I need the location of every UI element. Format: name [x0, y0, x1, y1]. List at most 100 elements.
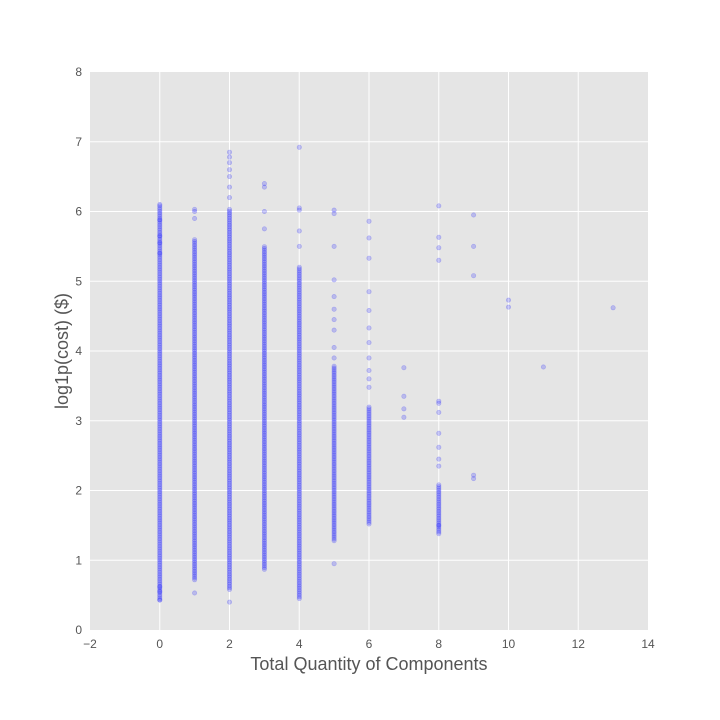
data-point	[157, 260, 163, 266]
data-point	[157, 320, 163, 326]
data-point	[261, 566, 267, 572]
data-point	[261, 320, 267, 326]
data-point	[296, 273, 302, 279]
data-point	[331, 447, 337, 453]
data-point	[227, 280, 233, 286]
data-point	[192, 252, 198, 258]
data-point	[227, 382, 233, 388]
data-point	[261, 467, 267, 473]
data-point	[192, 341, 198, 347]
data-point	[296, 428, 302, 434]
data-point	[261, 334, 267, 340]
data-point	[157, 307, 163, 313]
data-point	[296, 412, 302, 418]
data-point	[366, 408, 372, 414]
data-point	[296, 587, 302, 593]
data-point	[157, 384, 163, 390]
data-point	[331, 414, 337, 420]
data-point	[157, 431, 163, 437]
data-point	[366, 422, 372, 428]
data-point	[296, 498, 302, 504]
data-point	[157, 405, 163, 411]
data-point	[192, 279, 198, 285]
data-point	[296, 496, 302, 502]
data-point	[227, 217, 233, 223]
data-point	[296, 400, 302, 406]
data-point	[157, 456, 163, 462]
data-point	[192, 329, 198, 335]
data-point	[157, 416, 163, 422]
data-point	[296, 423, 302, 429]
data-point	[227, 505, 233, 511]
data-point	[227, 539, 233, 545]
data-point	[192, 467, 198, 473]
data-point	[401, 365, 407, 371]
data-point	[261, 282, 267, 288]
data-point	[157, 452, 163, 458]
data-point	[227, 524, 233, 530]
data-point	[192, 441, 198, 447]
data-point	[296, 446, 302, 452]
data-point	[331, 531, 337, 537]
data-point	[157, 241, 163, 247]
data-point	[366, 474, 372, 480]
data-point	[192, 373, 198, 379]
data-point	[157, 403, 163, 409]
data-point	[436, 257, 442, 263]
data-point	[261, 486, 267, 492]
data-point	[157, 553, 163, 559]
data-point	[331, 367, 337, 373]
data-point	[436, 520, 442, 526]
data-point	[227, 543, 233, 549]
data-point	[436, 506, 442, 512]
data-point	[296, 590, 302, 596]
data-point	[331, 389, 337, 395]
data-point	[227, 510, 233, 516]
data-point	[192, 558, 198, 564]
data-point	[227, 560, 233, 566]
data-point	[192, 470, 198, 476]
data-point	[296, 414, 302, 420]
data-point	[227, 287, 233, 293]
data-point	[192, 422, 198, 428]
data-point	[157, 590, 163, 596]
data-point	[227, 167, 233, 173]
data-point	[296, 508, 302, 514]
data-point	[227, 363, 233, 369]
data-point	[471, 243, 477, 249]
data-point	[227, 335, 233, 341]
data-point	[296, 501, 302, 507]
data-point	[157, 461, 163, 467]
data-point	[192, 472, 198, 478]
data-point	[296, 583, 302, 589]
data-point	[227, 334, 233, 340]
data-point	[261, 350, 267, 356]
data-point	[296, 456, 302, 462]
x-tick-label: 14	[641, 637, 655, 651]
data-point	[227, 470, 233, 476]
data-point	[296, 477, 302, 483]
data-point	[157, 362, 163, 368]
data-point	[227, 252, 233, 258]
x-tick-label: 6	[366, 637, 373, 651]
data-point	[261, 357, 267, 363]
data-point	[157, 332, 163, 338]
data-point	[261, 286, 267, 292]
data-point	[227, 437, 233, 443]
data-point	[296, 360, 302, 366]
data-point	[157, 379, 163, 385]
data-point	[261, 301, 267, 307]
data-point	[261, 317, 267, 323]
data-point	[261, 279, 267, 285]
data-point	[192, 488, 198, 494]
data-point	[261, 483, 267, 489]
data-point	[227, 388, 233, 394]
data-point	[366, 325, 372, 331]
data-point	[401, 393, 407, 399]
data-point	[331, 393, 337, 399]
data-point	[192, 565, 198, 571]
data-point	[192, 455, 198, 461]
data-point	[366, 463, 372, 469]
data-point	[296, 367, 302, 373]
data-point	[296, 479, 302, 485]
